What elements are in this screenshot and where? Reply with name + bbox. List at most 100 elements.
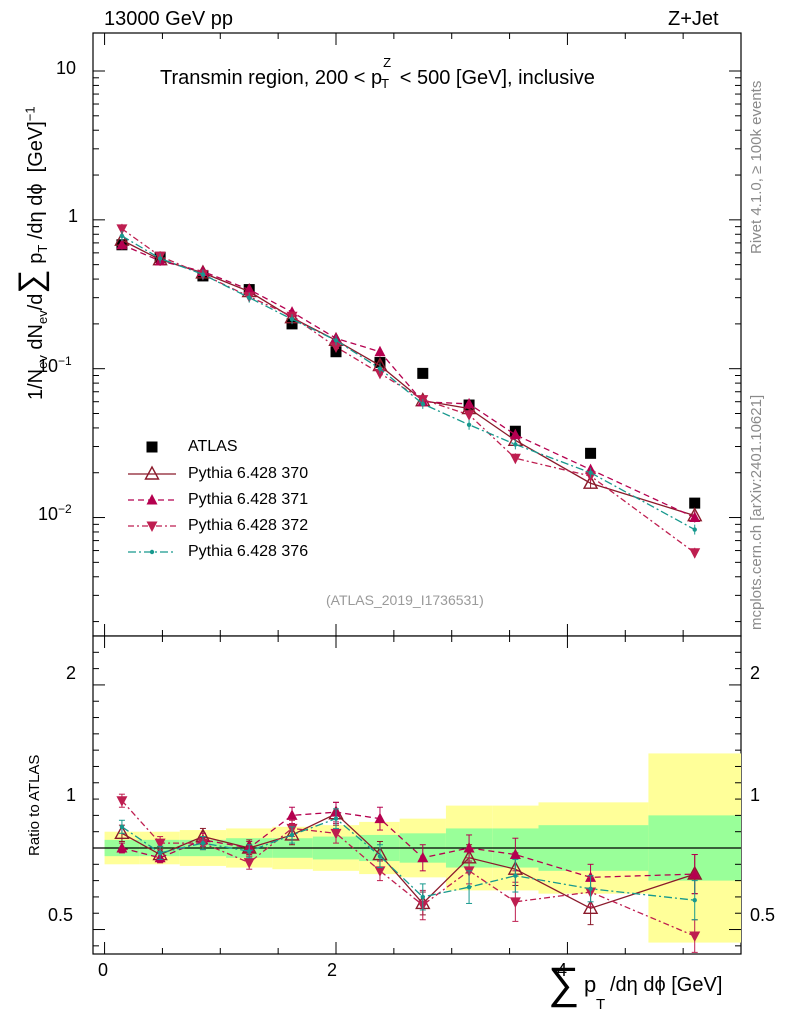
- ratio-tick-label-1: 1: [66, 785, 77, 805]
- ratio-point: [588, 886, 593, 891]
- y-tick-exp: −2: [58, 502, 72, 516]
- legend-label-370: Pythia 6.428 370: [188, 465, 309, 482]
- data-point: [330, 342, 342, 353]
- data-point: [417, 367, 429, 379]
- data-point: [243, 283, 255, 295]
- ratio-point: [417, 851, 429, 863]
- series-4: [119, 230, 697, 535]
- data-point: [377, 366, 383, 371]
- ratio-point: [377, 853, 383, 859]
- legend-marks: [128, 441, 176, 555]
- ratio-point: [243, 858, 255, 869]
- ratio-point: [466, 884, 472, 890]
- data-point: [289, 317, 295, 322]
- y-tick-label-10: 10: [56, 58, 77, 78]
- ratio-point: [154, 838, 166, 850]
- data-point: [247, 295, 252, 300]
- y-tick-label-0.01: 10−2: [38, 502, 72, 525]
- y-axis-title: 1/Nev dNev/d∑ pT /dη dϕ [GeV]−1: [12, 106, 50, 400]
- ratio-point: [689, 868, 701, 879]
- ratio-point: [463, 842, 475, 853]
- ratio-point: [286, 809, 298, 820]
- data-point: [582, 474, 599, 489]
- ratio-point: [509, 848, 521, 860]
- x-tick-label-2: 2: [327, 960, 338, 980]
- ratio-series: [114, 793, 703, 953]
- ratio-point: [374, 866, 386, 877]
- ratio-point: [692, 897, 697, 903]
- data-point: [157, 256, 163, 261]
- header-energy-label: 13000 GeV pp: [104, 8, 233, 30]
- data-point: [509, 453, 521, 465]
- x-tick-label-4: 4: [557, 960, 568, 980]
- title-sub: T: [381, 76, 390, 91]
- main-axis-ticks: [93, 33, 741, 636]
- legend-label-376: Pythia 6.428 376: [188, 543, 309, 560]
- legend-marker: [144, 465, 160, 480]
- y-tick-label-1: 1: [68, 206, 79, 226]
- analysis-label: (ATLAS_2019_I1736531): [326, 592, 484, 608]
- ratio-tick-label-0.5: 0.5: [48, 905, 74, 925]
- ratio-point: [689, 931, 701, 943]
- data-point: [689, 497, 701, 509]
- data-point: [466, 422, 472, 427]
- data-point: [463, 410, 475, 421]
- ratio-point: [513, 873, 518, 878]
- series-line: [121, 235, 696, 531]
- data-point: [116, 224, 128, 235]
- legend-marker: [146, 441, 158, 453]
- ratio-point: [330, 828, 342, 840]
- data-point: [689, 511, 701, 523]
- y-tick-base: 10: [38, 356, 59, 376]
- title-post: < 500 [GeV], inclusive: [394, 67, 595, 89]
- x-title-rest: /dη dϕ [GeV]: [610, 974, 723, 996]
- rivet-version-label: Rivet 4.1.0, ≥ 100k events: [748, 80, 765, 254]
- legend-marker: [149, 549, 155, 555]
- ratio-tick-label-right-2: 2: [750, 663, 761, 683]
- data-point: [119, 233, 125, 239]
- ratio-point: [119, 824, 125, 829]
- data-point: [200, 272, 206, 277]
- legend-label-372: Pythia 6.428 372: [188, 517, 309, 534]
- ratio-point: [582, 899, 599, 915]
- ratio-tick-label-right-1: 1: [750, 785, 761, 805]
- x-axis-title: ∑ p T /dη dϕ [GeV]: [548, 958, 768, 1020]
- data-point: [509, 428, 521, 440]
- ratio-point: [420, 894, 425, 900]
- data-point: [116, 238, 128, 250]
- ratio-point: [247, 849, 252, 854]
- y-tick-label-0.1: 10−1: [38, 354, 72, 377]
- legend-marker: [146, 521, 158, 532]
- ratio-line: [121, 811, 695, 879]
- x-title-p: p: [584, 972, 597, 997]
- data-point: [513, 442, 518, 447]
- x-tick-label-0: 0: [98, 960, 109, 980]
- data-point: [333, 338, 339, 343]
- ratio-point: [333, 816, 339, 821]
- series-line: [121, 244, 695, 519]
- title-sup: Z: [383, 55, 392, 70]
- data-point: [420, 401, 425, 407]
- ratio-point: [374, 812, 386, 824]
- data-point: [692, 527, 697, 532]
- ratio-line: [121, 817, 695, 901]
- data-point: [585, 447, 597, 459]
- legend-label-371: Pythia 6.428 371: [188, 491, 309, 508]
- series-3: [116, 223, 701, 559]
- y-tick-exp: −1: [58, 354, 72, 368]
- ratio-point: [157, 850, 163, 856]
- main-series: [114, 223, 703, 559]
- data-point: [588, 470, 593, 475]
- header-process-label: Z+Jet: [668, 8, 719, 30]
- ratio-point: [509, 897, 521, 908]
- data-point: [689, 548, 701, 559]
- ratio-tick-label-2: 2: [66, 663, 77, 683]
- ratio-axis-ticks: [93, 636, 741, 954]
- ratio-point: [289, 832, 295, 838]
- x-title-sum: ∑: [548, 959, 580, 1008]
- title-pre: Transmin region, 200 < p: [160, 67, 383, 89]
- ratio-point: [114, 824, 130, 840]
